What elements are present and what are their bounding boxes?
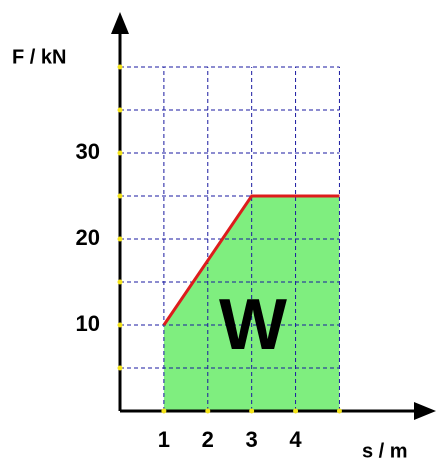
- line: [162, 194, 340, 326]
- annotation: W: [219, 285, 287, 365]
- x-axis-label: s / m: [362, 440, 408, 462]
- y-axis-label: F / kN: [12, 46, 66, 68]
- grid-dot: [293, 408, 299, 414]
- y-axis-arrow: [111, 12, 129, 34]
- x-tick-label: 2: [202, 427, 214, 452]
- x-tick-label: 4: [289, 427, 302, 452]
- grid-dot: [205, 408, 211, 414]
- grid-dot: [117, 64, 123, 70]
- grid-dot: [117, 236, 123, 242]
- y-tick-label: 10: [76, 311, 100, 336]
- grid-dot: [117, 193, 123, 199]
- grid-dot: [336, 408, 342, 414]
- grid-dot: [117, 322, 123, 328]
- grid-dot: [161, 408, 167, 414]
- y-tick-label: 30: [76, 139, 100, 164]
- grid-dot: [117, 279, 123, 285]
- x-axis-arrow: [414, 402, 436, 420]
- grid-dot: [117, 365, 123, 371]
- grid-dot: [249, 408, 255, 414]
- grid-dot: [117, 150, 123, 156]
- x-tick-label: 3: [246, 427, 258, 452]
- x-tick-label: 1: [158, 427, 170, 452]
- grid-dot: [117, 107, 123, 113]
- y-tick-label: 20: [76, 225, 100, 250]
